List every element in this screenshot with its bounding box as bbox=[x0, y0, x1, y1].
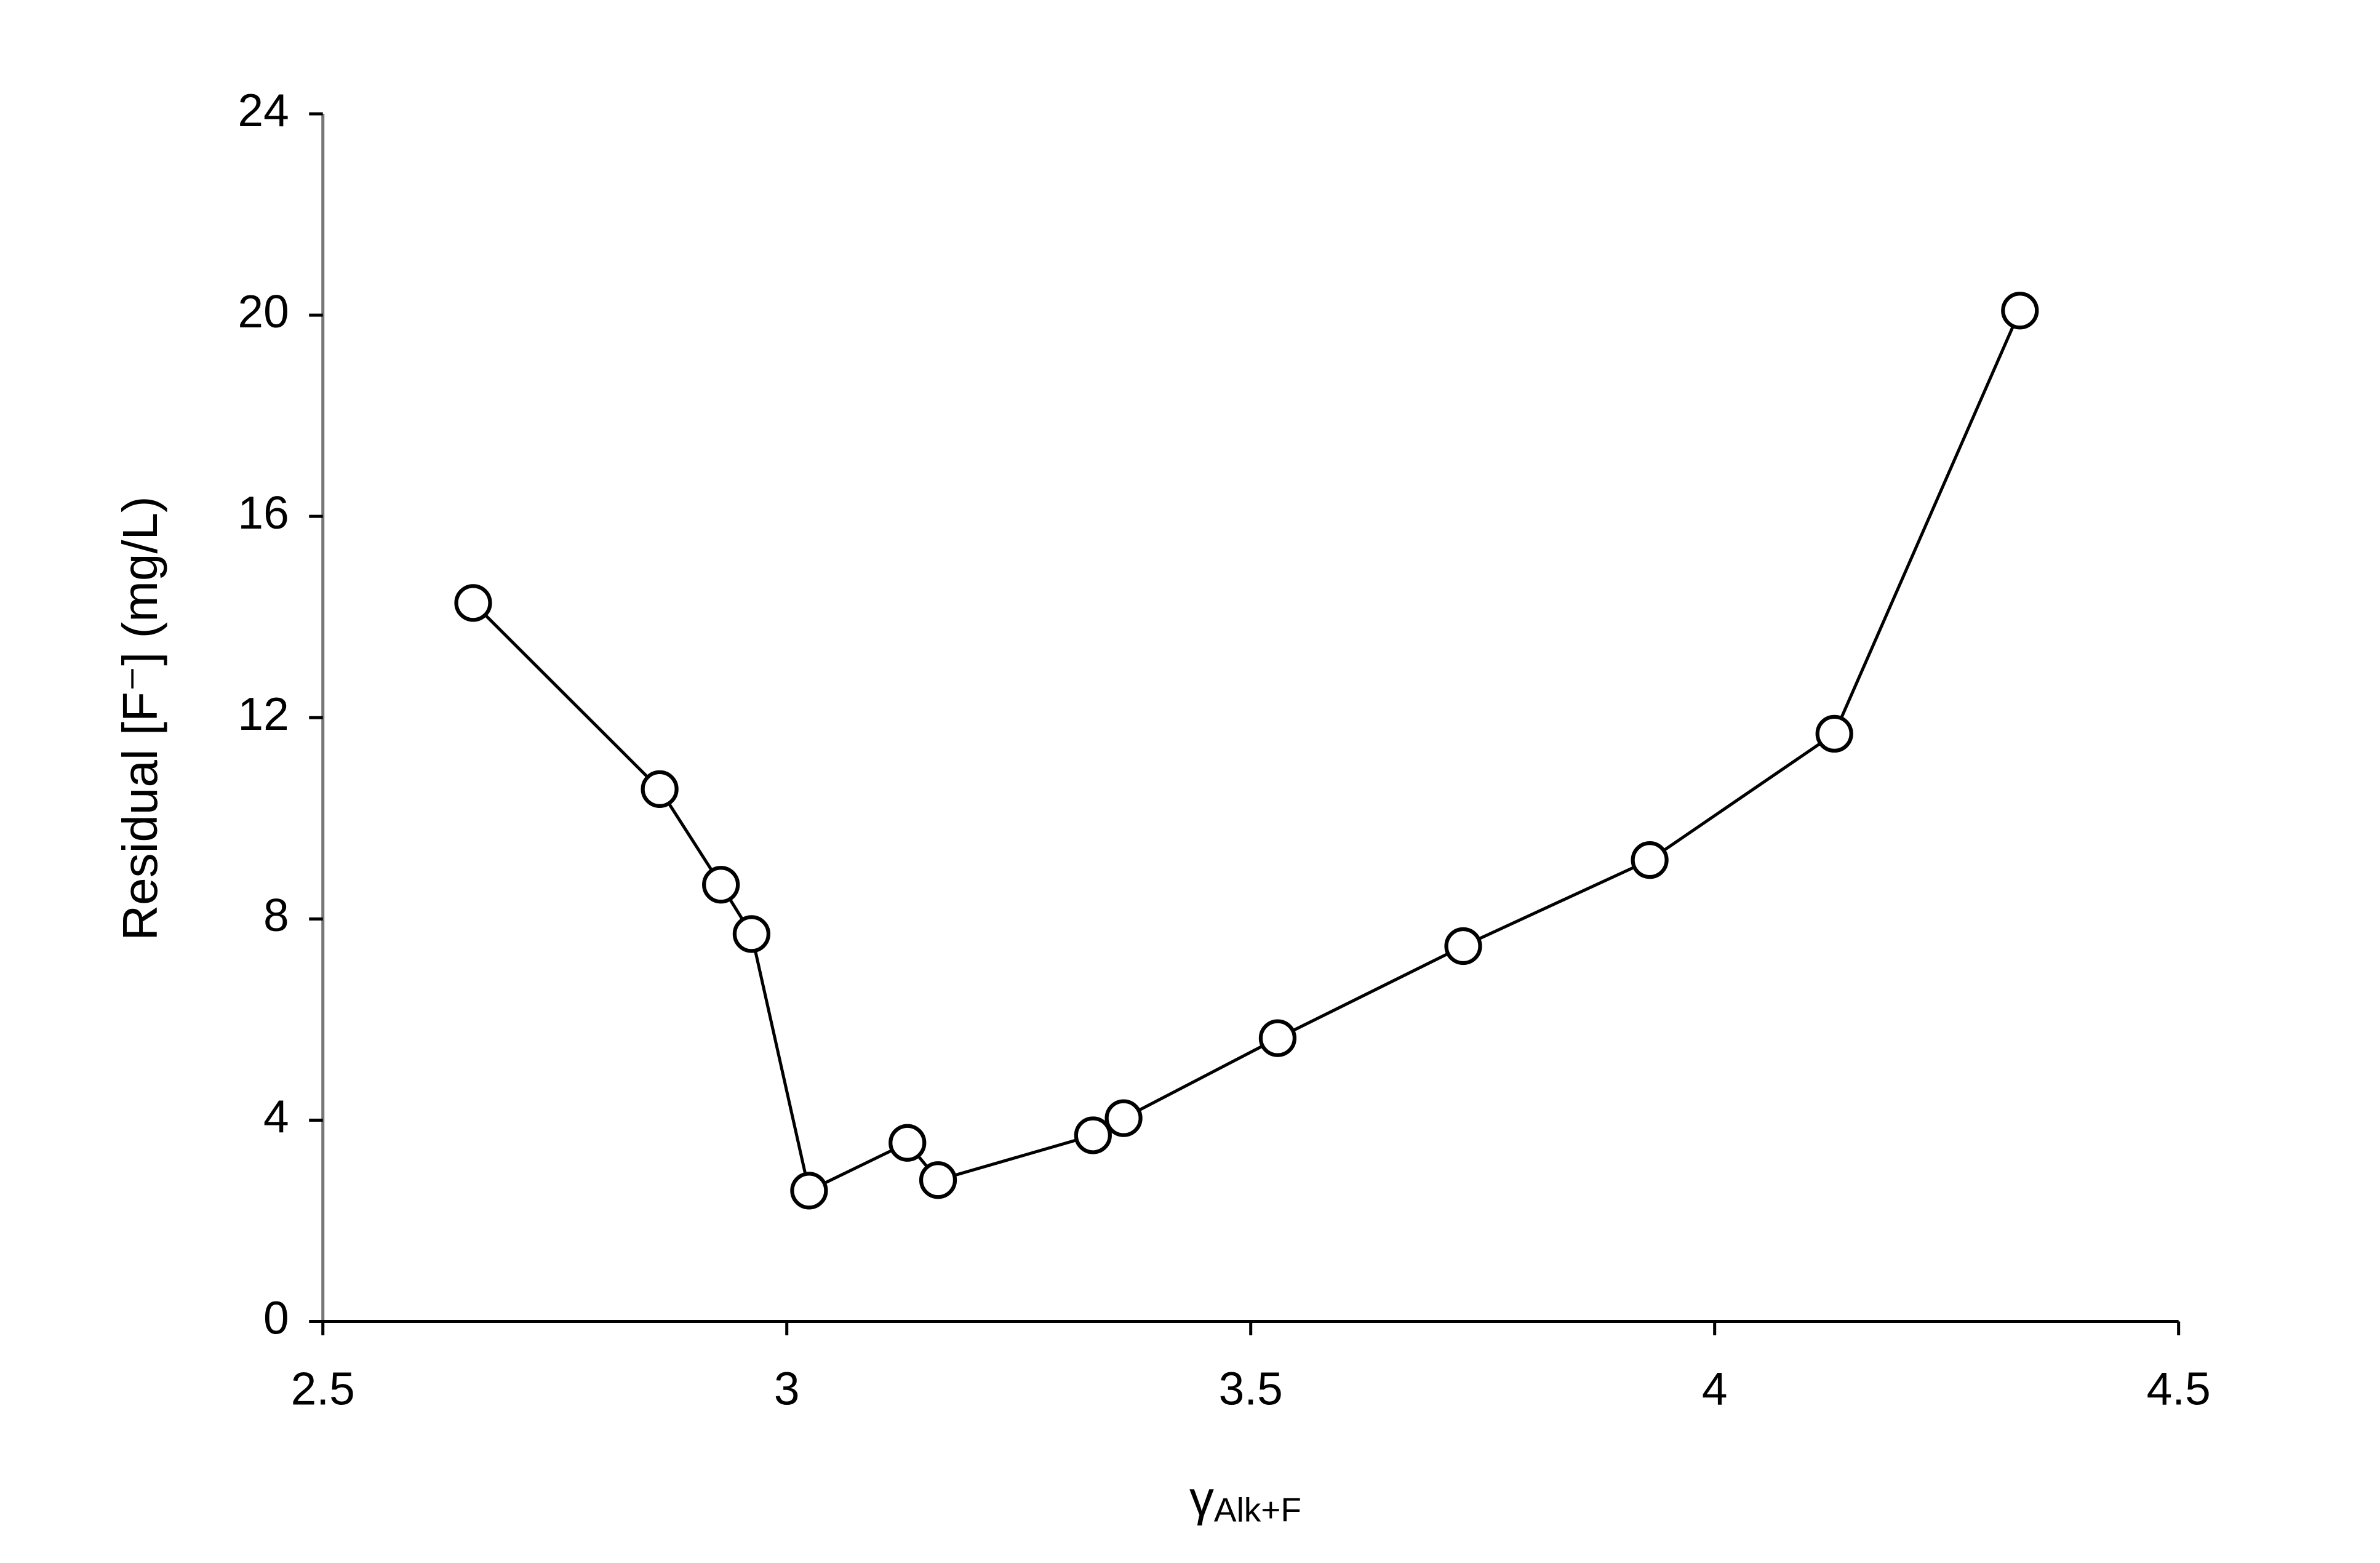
y-tick-label: 12 bbox=[238, 688, 289, 740]
y-tick-label: 0 bbox=[263, 1292, 289, 1343]
data-point bbox=[702, 866, 740, 904]
data-point bbox=[641, 770, 679, 808]
data-point bbox=[1074, 1116, 1112, 1154]
data-point bbox=[889, 1124, 927, 1162]
x-tick-label: 3 bbox=[774, 1362, 800, 1414]
data-point bbox=[2001, 292, 2039, 330]
x-tick-label: 4.5 bbox=[2147, 1362, 2211, 1414]
data-point bbox=[732, 915, 771, 953]
x-tick-label: 3.5 bbox=[1219, 1362, 1283, 1414]
x-axis-symbol: γ bbox=[1189, 1471, 1214, 1525]
x-axis-label: γAlk+F bbox=[1189, 1471, 1301, 1529]
data-point bbox=[1815, 714, 1853, 753]
x-tick-label: 2.5 bbox=[291, 1362, 355, 1414]
data-point bbox=[1104, 1099, 1143, 1137]
y-tick-label: 16 bbox=[238, 487, 289, 538]
data-point bbox=[1258, 1019, 1297, 1057]
data-point bbox=[919, 1161, 957, 1199]
data-point bbox=[1631, 841, 1669, 879]
y-tick-label: 24 bbox=[238, 84, 289, 136]
y-axis-label: Residual [F⁻] (mg/L) bbox=[113, 496, 167, 940]
x-axis-subscript: Alk+F bbox=[1214, 1490, 1301, 1529]
y-tick-label: 20 bbox=[238, 286, 289, 337]
data-point bbox=[790, 1172, 828, 1210]
y-tick-label: 4 bbox=[263, 1090, 289, 1142]
data-point bbox=[1444, 927, 1482, 965]
x-tick-label: 4 bbox=[1702, 1362, 1728, 1414]
y-tick-label: 8 bbox=[263, 889, 289, 941]
data-point bbox=[454, 584, 492, 622]
data-line bbox=[472, 310, 2022, 1193]
